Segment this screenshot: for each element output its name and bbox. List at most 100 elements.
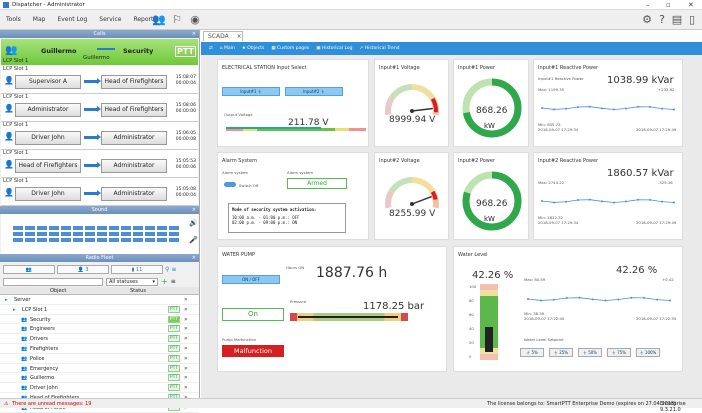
- microphone-icon[interactable]: 🎤: [189, 236, 198, 244]
- pump-onoff-button[interactable]: ON / OFF: [222, 275, 280, 284]
- call-item[interactable]: LCP Slot 1 👤 Driver John Administrator 1…: [1, 122, 198, 150]
- tree-row[interactable]: 👥 Drivers PTT »: [0, 334, 199, 344]
- chevron-right-icon[interactable]: »: [184, 384, 188, 392]
- call-item[interactable]: LCP Slot 1 👤 Driver John Administrator 1…: [1, 178, 198, 206]
- status-bar: ⚠ There are unread messages: 19 The lice…: [0, 398, 702, 413]
- tree-row[interactable]: ▸ Server »: [0, 295, 199, 305]
- setpoint-button[interactable]: ⏚ 75%: [607, 348, 631, 357]
- alarm-toggle[interactable]: [224, 182, 236, 187]
- menu-reports[interactable]: Reports: [133, 16, 157, 23]
- layout-icon[interactable]: ▤: [671, 13, 683, 26]
- filter-radios-button[interactable]: ▮ 11: [111, 264, 163, 274]
- tree-row[interactable]: 👥 Firefighters PTT »: [0, 343, 199, 354]
- chevron-right-icon[interactable]: »: [184, 374, 188, 382]
- tree-row[interactable]: 👥 Security PTT »: [0, 314, 199, 325]
- col-status[interactable]: Status: [130, 288, 146, 294]
- setpoint-button[interactable]: ⏚ 25%: [549, 348, 573, 357]
- ptt-button[interactable]: PTT: [168, 354, 180, 362]
- search-input[interactable]: [3, 277, 103, 286]
- ptt-button[interactable]: PTT: [168, 335, 180, 343]
- chevron-right-icon[interactable]: »: [184, 364, 188, 372]
- crumb-log[interactable]: ▣ Historical Log: [316, 46, 353, 51]
- call-item[interactable]: LCP Slot 1 👤 Administrator Head of Firef…: [1, 94, 198, 122]
- maximize-button[interactable]: ▫: [666, 1, 671, 9]
- ptt-button[interactable]: PTT: [175, 46, 196, 57]
- call-to: Head of Firefighters: [101, 103, 167, 117]
- chevron-right-icon[interactable]: »: [184, 354, 188, 362]
- minimize-button[interactable]: –: [646, 1, 650, 9]
- arrows-icon[interactable]: ⇄: [209, 46, 213, 51]
- call-to: Administrator: [101, 159, 167, 173]
- menu-tools[interactable]: Tools: [6, 16, 21, 23]
- trend-point: [673, 108, 675, 111]
- volume-bar: [169, 232, 179, 236]
- status-select[interactable]: All statuses ▾: [106, 277, 158, 286]
- filter-users-button[interactable]: 👤 3: [57, 264, 109, 274]
- call-item[interactable]: LCP Slot 1 👤 Supervisor A Head of Firefi…: [1, 66, 198, 94]
- setpoint-button[interactable]: ⏚ 5%: [520, 348, 544, 357]
- call-from: Driver John: [15, 131, 81, 145]
- chevron-right-icon[interactable]: »: [184, 296, 188, 303]
- tree-row[interactable]: 👥 Engineers PTT »: [0, 324, 199, 335]
- menu-bar: Tools Map Event Log Service Reports: [0, 10, 702, 30]
- ptt-button[interactable]: PTT: [168, 364, 180, 372]
- tab-scada[interactable]: SCADA ×: [203, 31, 243, 41]
- gauge-arc: [388, 84, 413, 101]
- crumb-trend[interactable]: ↗ Historical Trend: [359, 46, 400, 51]
- col-object[interactable]: Object: [50, 288, 67, 294]
- volume-bar: [109, 226, 119, 230]
- setpoint-button[interactable]: ⏚ 100%: [636, 348, 660, 357]
- menu-icon[interactable]: ≡: [170, 278, 176, 285]
- help-icon[interactable]: ?: [659, 13, 665, 26]
- radio-tower-icon[interactable]: ⚐: [172, 13, 182, 26]
- ptt-button[interactable]: PTT: [168, 315, 180, 323]
- user-icon: 👤: [4, 104, 14, 113]
- tree-row[interactable]: ▸ LCP Slot 1 PTT »: [0, 304, 199, 315]
- setpoint-button[interactable]: ⏚ 50%: [578, 348, 602, 357]
- trend-point: [565, 296, 568, 299]
- network-icon[interactable]: ⚲: [165, 265, 170, 273]
- gauge-arc: [430, 190, 438, 200]
- volume-bar: [49, 232, 59, 236]
- ptt-button[interactable]: PTT: [168, 384, 180, 392]
- chevron-right-icon[interactable]: »: [184, 344, 188, 352]
- users-icon[interactable]: 👥: [152, 13, 166, 26]
- ptt-button[interactable]: PTT: [168, 325, 180, 333]
- menu-service[interactable]: Service: [99, 16, 122, 23]
- menu-event-log[interactable]: Event Log: [57, 16, 88, 23]
- unread-messages[interactable]: There are unread messages: 19: [12, 401, 92, 407]
- menu-map[interactable]: Map: [32, 16, 46, 23]
- hours-value: 1887.76 h: [316, 265, 388, 281]
- chevron-right-icon[interactable]: »: [184, 305, 188, 313]
- crumb-main[interactable]: ⌂ Main: [219, 46, 235, 51]
- crumb-objects[interactable]: ★ Objects: [241, 46, 265, 51]
- add-icon[interactable]: +: [161, 277, 168, 286]
- ptt-button[interactable]: PTT: [168, 344, 180, 352]
- tree-row[interactable]: 👥 Emergency PTT »: [0, 363, 199, 374]
- ptt-button[interactable]: PTT: [168, 305, 180, 313]
- chevron-right-icon[interactable]: »: [184, 325, 188, 333]
- input2-button[interactable]: Input#2 ⏚: [285, 87, 343, 96]
- operator-icon[interactable]: ◉: [190, 13, 200, 26]
- input1-button[interactable]: Input#1 ⏚: [222, 87, 280, 96]
- gauge-arc: [411, 177, 436, 194]
- tree-row[interactable]: 👥 Guillermo PTT »: [0, 373, 199, 384]
- chevron-right-icon[interactable]: »: [184, 335, 188, 343]
- gear-icon[interactable]: ⚙: [642, 13, 652, 26]
- active-call[interactable]: 👥 Guillermo Security Guillermo PTT LCP S…: [1, 39, 198, 65]
- gauge-hub: [410, 109, 414, 113]
- speaker-icon[interactable]: 🔊: [189, 219, 198, 227]
- app-icon: [3, 1, 9, 8]
- chevron-right-icon[interactable]: »: [184, 394, 188, 401]
- filter-groups-button[interactable]: 👥: [3, 264, 55, 274]
- close-tab-icon[interactable]: ×: [236, 33, 242, 40]
- ptt-button[interactable]: PTT: [168, 374, 180, 382]
- crumb-custom[interactable]: ▦ Custom pages: [271, 46, 310, 51]
- call-item[interactable]: LCP Slot 1 👤 Head of Firefighters Admini…: [1, 150, 198, 178]
- expand-icon[interactable]: ≡: [171, 265, 177, 273]
- tree-row[interactable]: 👥 Driver John PTT »: [0, 383, 199, 393]
- tree-row[interactable]: 👥 Police PTT »: [0, 353, 199, 364]
- chevron-right-icon[interactable]: »: [184, 315, 188, 323]
- panel-icon[interactable]: ▯: [688, 13, 696, 26]
- close-button[interactable]: ✕: [688, 1, 694, 9]
